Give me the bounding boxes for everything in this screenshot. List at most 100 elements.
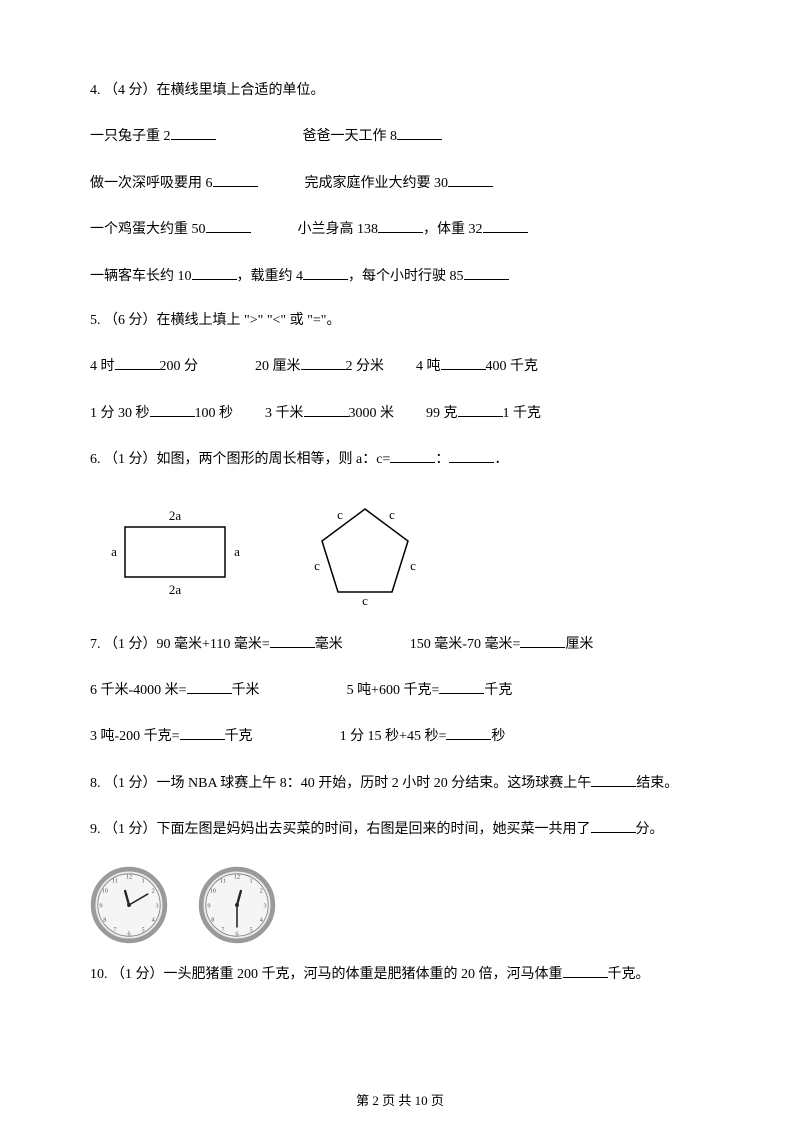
text: 一只兔子重 2 xyxy=(90,129,171,144)
text: 8. （1 分）一场 NBA 球赛上午 8：40 开始，历时 2 小时 20 分… xyxy=(90,776,591,791)
q5-row2: 1 分 30 秒100 秒 3 千米3000 米 99 克1 千克 xyxy=(90,401,710,425)
q4-line4: 一辆客车长约 10 ，载重约 4 ，每个小时行驶 85 xyxy=(90,264,710,288)
pent-c2: c xyxy=(389,507,395,522)
blank[interactable] xyxy=(446,724,491,740)
blank[interactable] xyxy=(304,401,349,417)
svg-text:12: 12 xyxy=(234,874,240,881)
text: 千克。 xyxy=(608,967,650,982)
q6-figures: 2a 2a a a c c c c c xyxy=(100,497,710,607)
text: ，每个小时行驶 85 xyxy=(348,269,464,284)
blank[interactable] xyxy=(192,264,237,280)
question-8: 8. （1 分）一场 NBA 球赛上午 8：40 开始，历时 2 小时 20 分… xyxy=(90,771,710,795)
blank[interactable] xyxy=(171,124,216,140)
text: 20 厘米 xyxy=(255,359,301,374)
q5-title: 5. （6 分）在横线上填上 ">" "<" 或 "="。 xyxy=(90,310,710,332)
svg-text:9: 9 xyxy=(99,903,102,910)
text: 1 千克 xyxy=(503,406,542,421)
svg-text:12: 12 xyxy=(126,874,132,881)
text: 毫米 xyxy=(315,637,343,652)
text: ，体重 32 xyxy=(423,222,483,237)
svg-text:11: 11 xyxy=(112,878,118,885)
blank[interactable] xyxy=(563,962,608,978)
text: 爸爸一天工作 8 xyxy=(303,129,398,144)
q7-row2: 6 千米-4000 米=千米 5 吨+600 千克=千克 xyxy=(90,678,710,702)
svg-text:3: 3 xyxy=(264,903,267,910)
blank[interactable] xyxy=(206,217,251,233)
text: 9. （1 分）下面左图是妈妈出去买菜的时间，右图是回来的时间，她买菜一共用了 xyxy=(90,822,591,837)
pent-c3: c xyxy=(410,558,416,573)
blank[interactable] xyxy=(378,217,423,233)
rect-label-right: a xyxy=(234,544,240,559)
text: 2 分米 xyxy=(346,359,385,374)
blank[interactable] xyxy=(464,264,509,280)
q4-title: 4. （4 分）在横线里填上合适的单位。 xyxy=(90,80,710,102)
blank[interactable] xyxy=(180,724,225,740)
text: 秒 xyxy=(491,729,505,744)
blank[interactable] xyxy=(301,354,346,370)
blank[interactable] xyxy=(591,771,636,787)
text: ，载重约 4 xyxy=(237,269,304,284)
blank[interactable] xyxy=(150,401,195,417)
blank[interactable] xyxy=(483,217,528,233)
text: ： xyxy=(435,452,449,467)
text: 做一次深呼吸要用 6 xyxy=(90,176,213,191)
blank[interactable] xyxy=(458,401,503,417)
svg-text:2: 2 xyxy=(260,888,263,895)
page-footer: 第 2 页 共 10 页 xyxy=(0,1091,800,1112)
blank[interactable] xyxy=(115,354,160,370)
text: 200 分 xyxy=(160,359,199,374)
blank[interactable] xyxy=(390,447,435,463)
svg-text:10: 10 xyxy=(210,888,216,895)
q7-row3: 3 吨-200 千克=千克 1 分 15 秒+45 秒=秒 xyxy=(90,724,710,748)
text: 4 吨 xyxy=(416,359,441,374)
text: 100 秒 xyxy=(195,406,234,421)
svg-text:2: 2 xyxy=(152,888,155,895)
clock-left-icon: 1212 345 678 91011 xyxy=(90,866,168,944)
blank[interactable] xyxy=(439,678,484,694)
question-4: 4. （4 分）在横线里填上合适的单位。 xyxy=(90,80,710,102)
text: 3000 米 xyxy=(349,406,395,421)
svg-text:3: 3 xyxy=(156,903,159,910)
pent-c4: c xyxy=(362,593,368,607)
svg-text:11: 11 xyxy=(220,878,226,885)
rect-label-left: a xyxy=(111,544,117,559)
question-9: 9. （1 分）下面左图是妈妈出去买菜的时间，右图是回来的时间，她买菜一共用了分… xyxy=(90,817,710,841)
blank[interactable] xyxy=(441,354,486,370)
rectangle-figure: 2a 2a a a xyxy=(100,502,250,602)
text: 5 吨+600 千克= xyxy=(347,683,440,698)
svg-text:10: 10 xyxy=(102,888,108,895)
text: 厘米 xyxy=(565,637,593,652)
text: ． xyxy=(494,452,508,467)
text: 3 吨-200 千克= xyxy=(90,729,180,744)
q7-row1: 7. （1 分）90 毫米+110 毫米=毫米 150 毫米-70 毫米=厘米 xyxy=(90,632,710,656)
text: 一个鸡蛋大约重 50 xyxy=(90,222,206,237)
blank[interactable] xyxy=(397,124,442,140)
text: 千克 xyxy=(484,683,512,698)
blank[interactable] xyxy=(270,632,315,648)
svg-text:9: 9 xyxy=(207,903,210,910)
text: 一辆客车长约 10 xyxy=(90,269,192,284)
text: 结束。 xyxy=(636,776,678,791)
text: 1 分 15 秒+45 秒= xyxy=(340,729,447,744)
q5-row1: 4 时200 分 20 厘米2 分米 4 吨400 千克 xyxy=(90,354,710,378)
blank[interactable] xyxy=(187,678,232,694)
text: 7. （1 分）90 毫米+110 毫米= xyxy=(90,637,270,652)
clock-right-icon: 1212 345 678 91011 xyxy=(198,866,276,944)
blank[interactable] xyxy=(303,264,348,280)
text: 1 分 30 秒 xyxy=(90,406,150,421)
svg-text:8: 8 xyxy=(211,917,214,924)
pentagon-figure: c c c c c xyxy=(300,497,430,607)
question-6: 6. （1 分）如图，两个图形的周长相等，则 a：c= ： ． xyxy=(90,447,710,471)
svg-text:5: 5 xyxy=(141,927,144,934)
svg-text:6: 6 xyxy=(235,931,238,938)
blank[interactable] xyxy=(591,817,636,833)
text: 400 千克 xyxy=(486,359,539,374)
text: 千米 xyxy=(232,683,260,698)
blank[interactable] xyxy=(448,171,493,187)
blank[interactable] xyxy=(449,447,494,463)
rect-label-bottom: 2a xyxy=(169,582,182,597)
blank[interactable] xyxy=(520,632,565,648)
blank[interactable] xyxy=(213,171,258,187)
text: 6. （1 分）如图，两个图形的周长相等，则 a：c= xyxy=(90,452,390,467)
q9-clocks: 1212 345 678 91011 1212 345 678 91011 xyxy=(90,866,710,944)
